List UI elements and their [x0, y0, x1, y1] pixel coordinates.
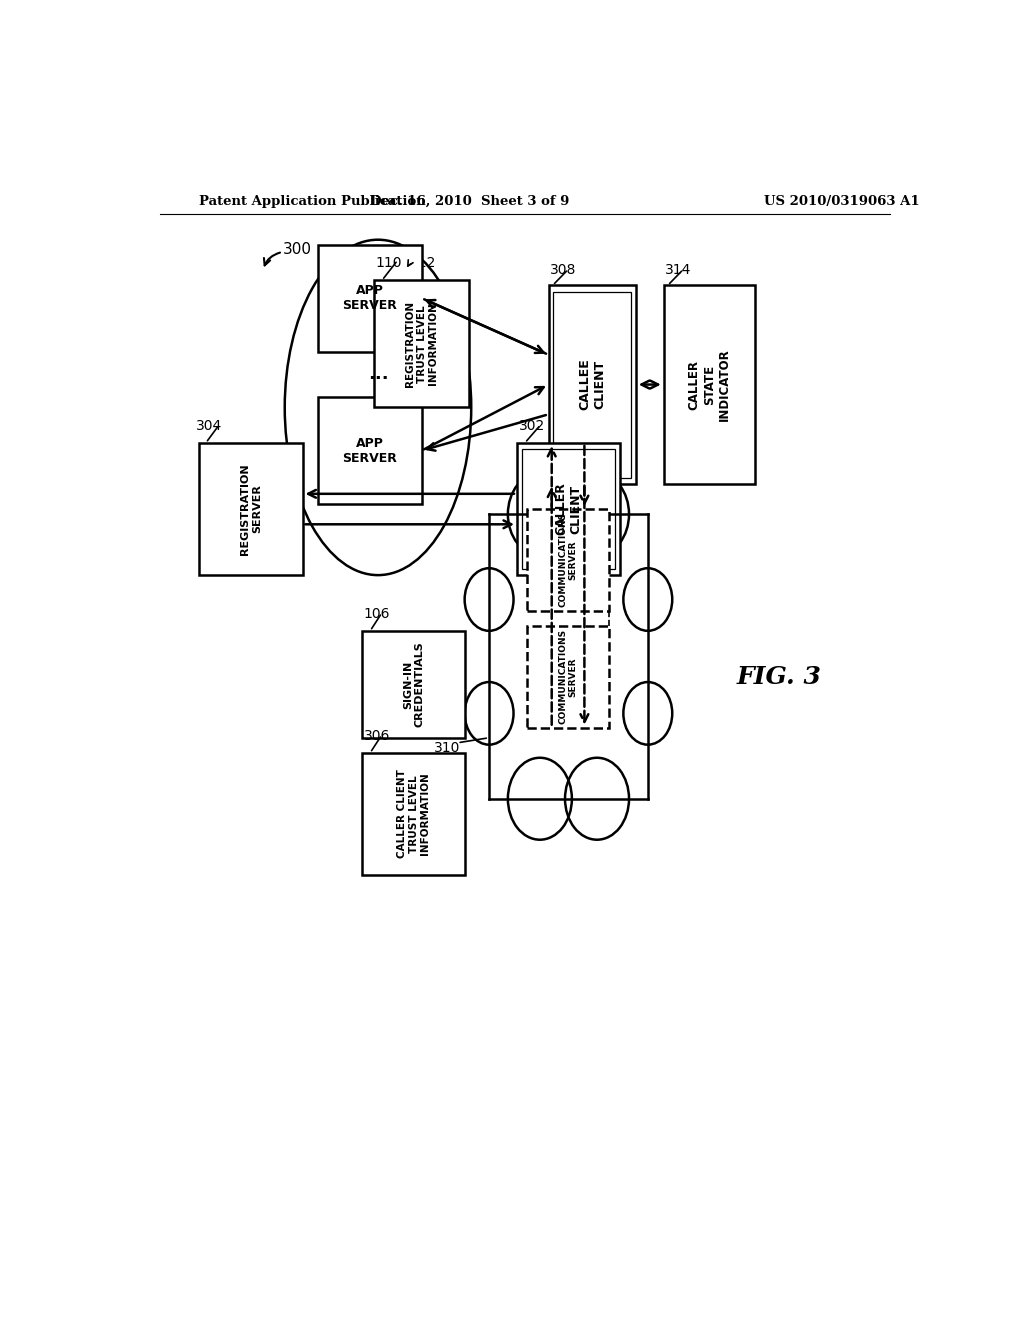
Text: APP
SERVER: APP SERVER — [343, 437, 397, 465]
FancyBboxPatch shape — [549, 285, 636, 483]
Text: CALLER CLIENT
TRUST LEVEL
INFORMATION: CALLER CLIENT TRUST LEVEL INFORMATION — [397, 770, 430, 858]
Text: US 2010/0319063 A1: US 2010/0319063 A1 — [765, 194, 920, 207]
Text: FIG. 3: FIG. 3 — [736, 665, 821, 689]
FancyBboxPatch shape — [664, 285, 755, 483]
Circle shape — [624, 682, 672, 744]
FancyBboxPatch shape — [362, 631, 465, 738]
Text: COMMUNICATIONS
SERVER: COMMUNICATIONS SERVER — [558, 512, 578, 607]
Text: 310: 310 — [433, 741, 460, 755]
Text: ...: ... — [368, 366, 388, 383]
FancyBboxPatch shape — [521, 449, 615, 569]
Text: Dec. 16, 2010  Sheet 3 of 9: Dec. 16, 2010 Sheet 3 of 9 — [370, 194, 569, 207]
Text: REGISTRATION
TRUST LEVEL
INFORMATION: REGISTRATION TRUST LEVEL INFORMATION — [406, 301, 438, 387]
Circle shape — [624, 568, 672, 631]
FancyBboxPatch shape — [489, 515, 648, 799]
Text: CALLER
STATE
INDICATOR: CALLER STATE INDICATOR — [688, 348, 731, 421]
Circle shape — [565, 758, 629, 840]
FancyBboxPatch shape — [318, 397, 422, 504]
FancyBboxPatch shape — [362, 752, 465, 875]
Ellipse shape — [285, 240, 471, 576]
Text: 302: 302 — [518, 418, 545, 433]
FancyBboxPatch shape — [318, 244, 422, 351]
Text: 106: 106 — [364, 607, 390, 620]
Text: SIGN-IN
CREDENTIALS: SIGN-IN CREDENTIALS — [402, 642, 425, 727]
FancyBboxPatch shape — [527, 626, 609, 727]
FancyBboxPatch shape — [200, 444, 303, 576]
FancyBboxPatch shape — [517, 444, 620, 576]
FancyBboxPatch shape — [553, 292, 631, 478]
Text: 312: 312 — [410, 256, 436, 271]
Text: COMMUNICATIONS
SERVER: COMMUNICATIONS SERVER — [558, 630, 578, 725]
Circle shape — [565, 473, 629, 556]
Text: REGISTRATION
SERVER: REGISTRATION SERVER — [241, 463, 262, 554]
Circle shape — [465, 568, 513, 631]
Text: 306: 306 — [364, 729, 390, 743]
Text: APP
SERVER: APP SERVER — [343, 284, 397, 312]
Circle shape — [465, 682, 513, 744]
FancyBboxPatch shape — [374, 280, 469, 408]
Text: 314: 314 — [666, 263, 691, 277]
Circle shape — [508, 758, 571, 840]
Circle shape — [508, 473, 571, 556]
Text: CALLER
CLIENT: CALLER CLIENT — [554, 483, 583, 536]
Text: 300: 300 — [283, 243, 311, 257]
Text: 308: 308 — [550, 263, 577, 277]
FancyBboxPatch shape — [527, 510, 609, 611]
Text: 110: 110 — [376, 256, 402, 271]
Text: Patent Application Publication: Patent Application Publication — [200, 194, 426, 207]
Text: 304: 304 — [196, 418, 222, 433]
Text: CALLEE
CLIENT: CALLEE CLIENT — [579, 359, 606, 411]
